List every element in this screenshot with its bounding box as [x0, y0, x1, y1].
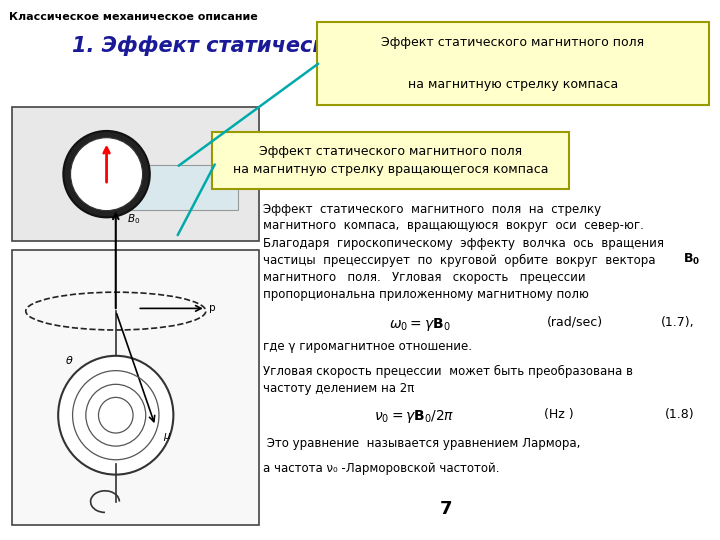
Text: $B_0$: $B_0$ — [127, 212, 140, 226]
Text: $\mathbf{B_0}$: $\mathbf{B_0}$ — [683, 252, 700, 267]
Text: (rad/sec): (rad/sec) — [547, 316, 603, 329]
Text: Эффект  статического  магнитного  поля  на  стрелку
магнитного  компаса,  вращаю: Эффект статического магнитного поля на с… — [263, 202, 664, 301]
Text: Классическое механическое описание: Классическое механическое описание — [9, 12, 257, 22]
Ellipse shape — [58, 356, 174, 475]
FancyBboxPatch shape — [12, 250, 259, 525]
Text: (Hz ): (Hz ) — [544, 408, 573, 421]
FancyBboxPatch shape — [212, 132, 569, 189]
FancyBboxPatch shape — [105, 165, 238, 210]
Text: $\omega_0 = \gamma\mathbf{B}_0$: $\omega_0 = \gamma\mathbf{B}_0$ — [389, 316, 451, 333]
Text: $\theta$: $\theta$ — [65, 354, 73, 366]
Text: $\nu_0 = \gamma\mathbf{B}_0/2\pi$: $\nu_0 = \gamma\mathbf{B}_0/2\pi$ — [374, 408, 455, 424]
Text: Эффект статического магнитного поля
на магнитную стрелку вращающегося компаса: Эффект статического магнитного поля на м… — [233, 145, 549, 176]
Text: $\mu$: $\mu$ — [163, 431, 171, 443]
Text: p: p — [210, 303, 216, 313]
FancyBboxPatch shape — [317, 22, 709, 105]
FancyBboxPatch shape — [12, 107, 259, 241]
Ellipse shape — [71, 138, 143, 211]
Text: (1.7),: (1.7), — [661, 316, 695, 329]
Text: Это уравнение  называется уравнением Лармора,: Это уравнение называется уравнением Ларм… — [263, 437, 580, 450]
Text: 1. Эффект статического поля: 1. Эффект статического поля — [72, 35, 431, 56]
Ellipse shape — [63, 131, 150, 217]
Text: 7: 7 — [440, 501, 453, 518]
Text: Угловая скорость прецессии  может быть преобразована в
частоту делением на 2π: Угловая скорость прецессии может быть пр… — [263, 364, 633, 395]
Text: где γ гиромагнитное отношение.: где γ гиромагнитное отношение. — [263, 340, 472, 353]
Text: а частота ν₀ -Ларморовской частотой.: а частота ν₀ -Ларморовской частотой. — [263, 462, 499, 475]
Text: Эффект статического магнитного поля

на магнитную стрелку компаса: Эффект статического магнитного поля на м… — [382, 36, 644, 91]
Text: (1.8): (1.8) — [665, 408, 695, 421]
